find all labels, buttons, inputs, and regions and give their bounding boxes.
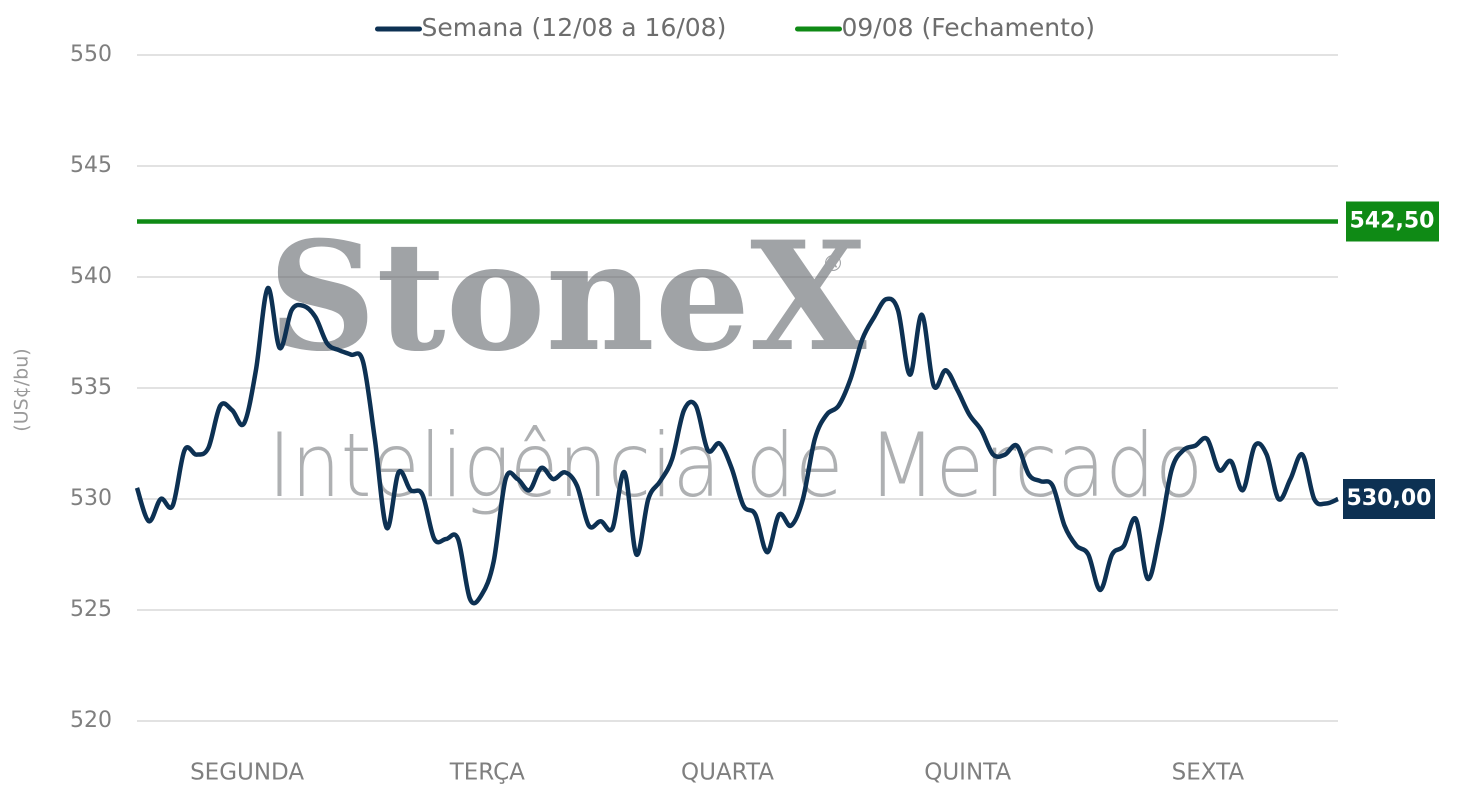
y-axis-label: (US¢/bu): [11, 348, 33, 431]
value-label: 542,50: [1350, 209, 1435, 234]
y-tick-label: 525: [70, 597, 112, 622]
watermark-brand: StoneX: [268, 209, 867, 385]
y-tick-label: 545: [70, 153, 112, 178]
value-label-box: [1346, 201, 1439, 242]
watermark-tagline: Inteligência de Mercado: [268, 414, 1203, 517]
end-label-box: [1343, 479, 1435, 519]
end-label: 530,00: [1347, 486, 1432, 511]
y-tick-label: 550: [70, 42, 112, 67]
series-line: [134, 285, 1339, 606]
watermark: StoneX ® Inteligência de Mercado: [268, 209, 1203, 517]
y-tick-label: 530: [70, 486, 112, 511]
watermark-mark: ®: [822, 252, 844, 277]
legend-label: Semana (12/08 a 16/08): [422, 13, 727, 42]
x-tick-label: TERÇA: [449, 760, 525, 786]
x-tick-label: SEGUNDA: [190, 760, 304, 786]
x-tick-label: QUARTA: [681, 760, 774, 786]
y-tick-label: 540: [70, 264, 112, 289]
x-tick-label: SEXTA: [1172, 760, 1245, 786]
y-tick-label: 520: [70, 708, 112, 733]
y-tick-label: 535: [70, 375, 112, 400]
x-tick-label: QUINTA: [924, 760, 1011, 786]
legend-label: 09/08 (Fechamento): [842, 13, 1095, 42]
